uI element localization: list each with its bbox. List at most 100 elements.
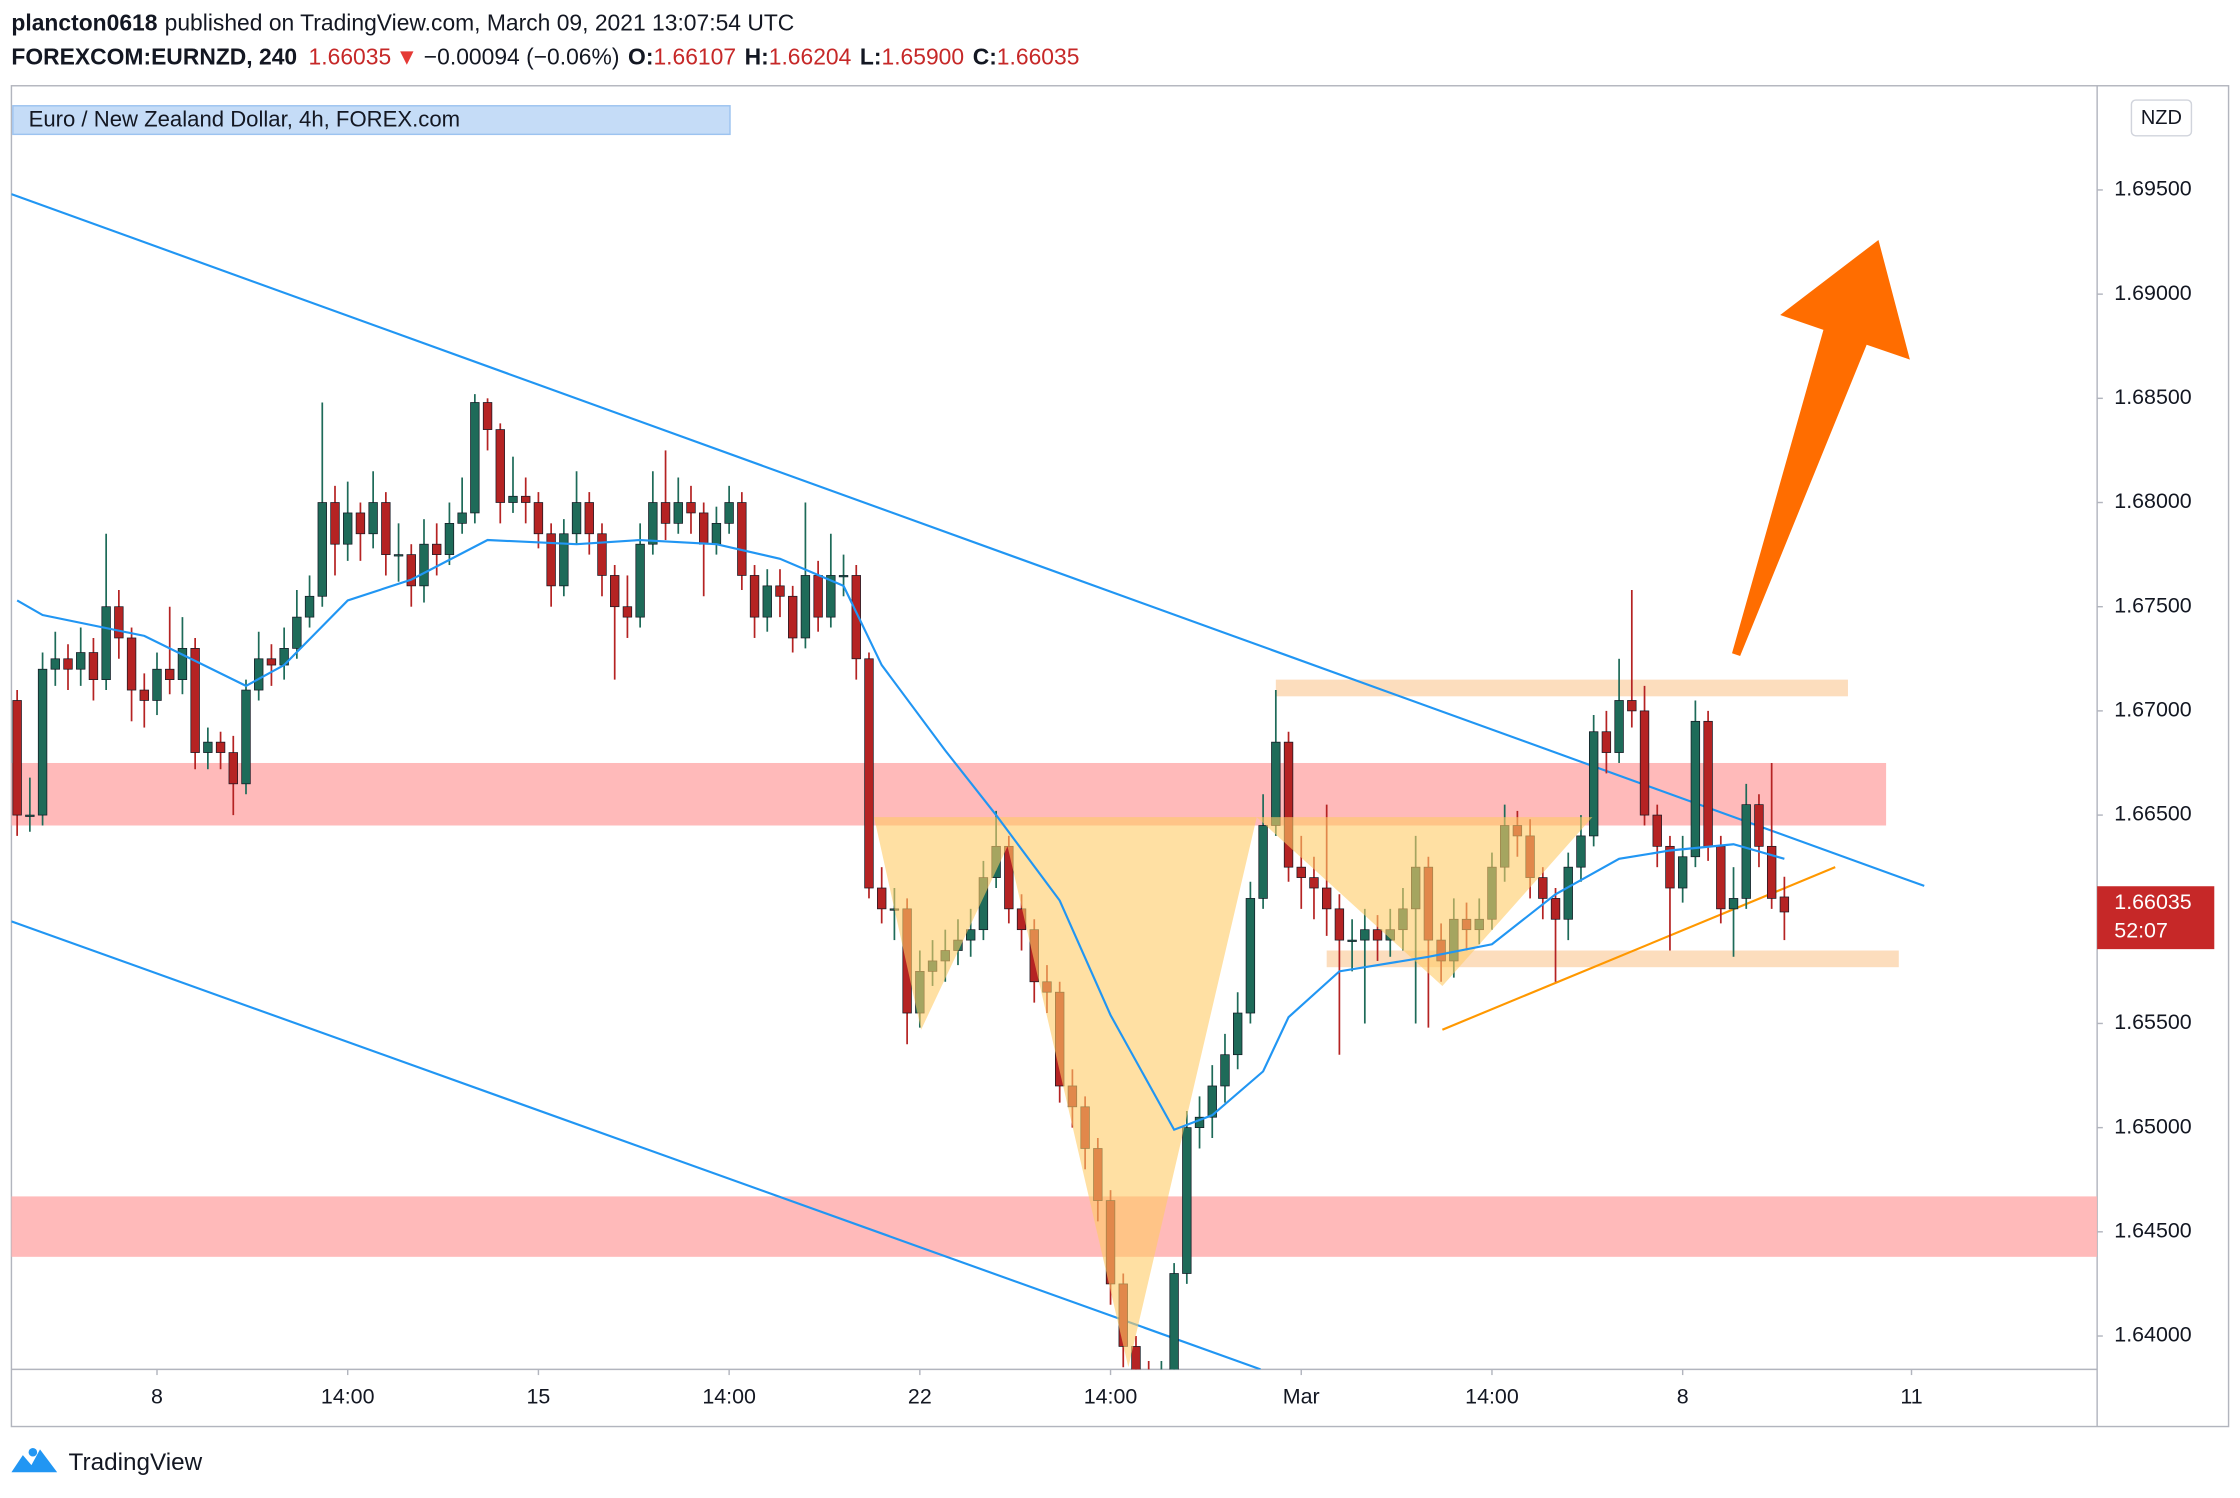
trend-line (11, 193, 1925, 887)
candle-body (648, 502, 658, 545)
x-tick-label: 22 (908, 1385, 932, 1409)
candle-body (1716, 845, 1726, 910)
candle-body (304, 595, 315, 618)
h: 1.66204 (769, 44, 852, 70)
y-tick-label: 1.68000 (2114, 489, 2191, 513)
candle-body (660, 502, 671, 524)
candle-body (597, 533, 607, 576)
candle-body (1245, 898, 1256, 1014)
y-tick-label: 1.69000 (2114, 281, 2191, 305)
zone (11, 762, 1887, 826)
candle-body (126, 637, 137, 691)
change-arrow: ▼ (395, 44, 418, 70)
candle-body (317, 502, 327, 597)
candle-body (50, 658, 60, 670)
x-tick-label: Mar (1283, 1385, 1320, 1409)
candle-body (851, 575, 861, 660)
candle-body (762, 585, 772, 618)
candle-body (546, 533, 556, 587)
candle-body (1779, 896, 1790, 913)
candle-body (508, 495, 518, 503)
candle-body (1677, 856, 1688, 889)
candle-body (686, 502, 696, 514)
published: published on TradingView.com, March 09, … (165, 9, 795, 35)
candle-body (406, 554, 416, 587)
candle-body (228, 752, 238, 785)
candle-body (203, 741, 213, 753)
candle-body (737, 502, 747, 576)
candle-body (1220, 1054, 1230, 1087)
candle-body (1601, 731, 1612, 753)
author: plancton0618 (11, 9, 157, 35)
candle-body (266, 658, 277, 666)
x-tick-label: 14:00 (1084, 1385, 1138, 1409)
candle-body (724, 502, 734, 524)
last: 1.66035 (309, 44, 392, 70)
candle-body (1728, 898, 1739, 910)
candle-body (63, 658, 73, 670)
candle-body (495, 429, 505, 503)
last-price-box (2097, 886, 2215, 950)
candle-body (1754, 804, 1764, 847)
candle-body (1283, 741, 1294, 868)
candle-body (254, 658, 264, 691)
legend-title: Euro / New Zealand Dollar, 4h, FOREX.com (29, 107, 461, 132)
candle-body (419, 543, 429, 587)
logo-dot (28, 1447, 38, 1457)
candle-body (444, 522, 455, 555)
header-line-2: FOREXCOM:EURNZD, 240 1.66035 ▼ −0.00094 (−0… (11, 44, 1079, 70)
candle-body (1372, 929, 1383, 941)
candle-body (966, 929, 976, 941)
legend-box (12, 105, 731, 136)
candle-body (1538, 877, 1548, 899)
candle-body (1639, 710, 1650, 816)
candle-body (533, 502, 544, 535)
logo-icon (11, 1449, 58, 1473)
candle-body (559, 533, 569, 587)
y-tick-label: 1.64000 (2114, 1323, 2191, 1347)
c: 1.66035 (997, 44, 1080, 70)
candle-body (25, 814, 35, 817)
y-tick-label: 1.65000 (2114, 1114, 2191, 1138)
candle-body (571, 502, 582, 535)
candle-body (699, 512, 709, 545)
x-tick-label: 8 (1677, 1385, 1689, 1409)
candle-body (1614, 700, 1624, 753)
candle-body (1233, 1012, 1243, 1056)
x-tick-label: 11 (1900, 1385, 1922, 1409)
y-tick-label: 1.67000 (2114, 698, 2191, 722)
candle-body (1207, 1085, 1217, 1118)
candle-body (800, 575, 811, 639)
candle-body (838, 575, 849, 578)
candle-body (292, 616, 302, 649)
footer-brand: TradingView (69, 1449, 203, 1476)
candle-body (673, 502, 683, 524)
candle-body (215, 741, 226, 753)
header-line-1: plancton0618 published on TradingView.com… (11, 9, 794, 35)
y-tick-label: 1.67500 (2114, 593, 2191, 617)
candle-body (1588, 731, 1599, 837)
candle-body (1703, 720, 1713, 847)
candle-body (864, 658, 874, 889)
candle-body (355, 512, 366, 535)
candle-body (1296, 866, 1306, 878)
pattern-area (874, 817, 1593, 1368)
zone (11, 1196, 2098, 1257)
candle-body (1131, 1346, 1141, 1370)
candle-body (877, 887, 887, 910)
candle-body (1741, 804, 1751, 899)
candle-body (1652, 814, 1662, 847)
candle-body (330, 502, 340, 545)
trend-line (11, 920, 1261, 1370)
candle-body (1576, 835, 1586, 868)
candle-body (470, 402, 480, 514)
y-tick-label: 1.66500 (2114, 802, 2191, 826)
candle-body (1258, 825, 1268, 899)
y-tick-label: 1.65500 (2114, 1010, 2191, 1034)
candle-body (76, 652, 86, 670)
candle-body (1690, 720, 1701, 858)
o-label: O: (628, 44, 653, 70)
candle-body (813, 575, 823, 618)
